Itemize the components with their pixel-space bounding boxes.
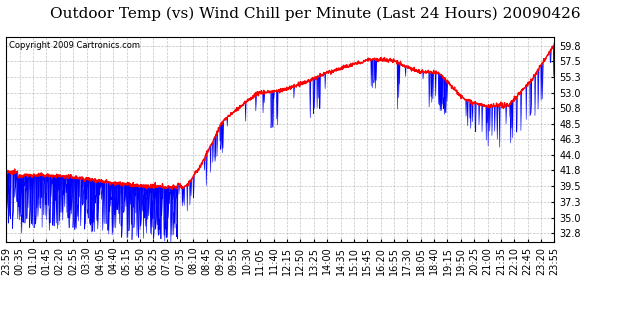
Text: Copyright 2009 Cartronics.com: Copyright 2009 Cartronics.com [9, 41, 140, 50]
Text: Outdoor Temp (vs) Wind Chill per Minute (Last 24 Hours) 20090426: Outdoor Temp (vs) Wind Chill per Minute … [50, 6, 580, 20]
